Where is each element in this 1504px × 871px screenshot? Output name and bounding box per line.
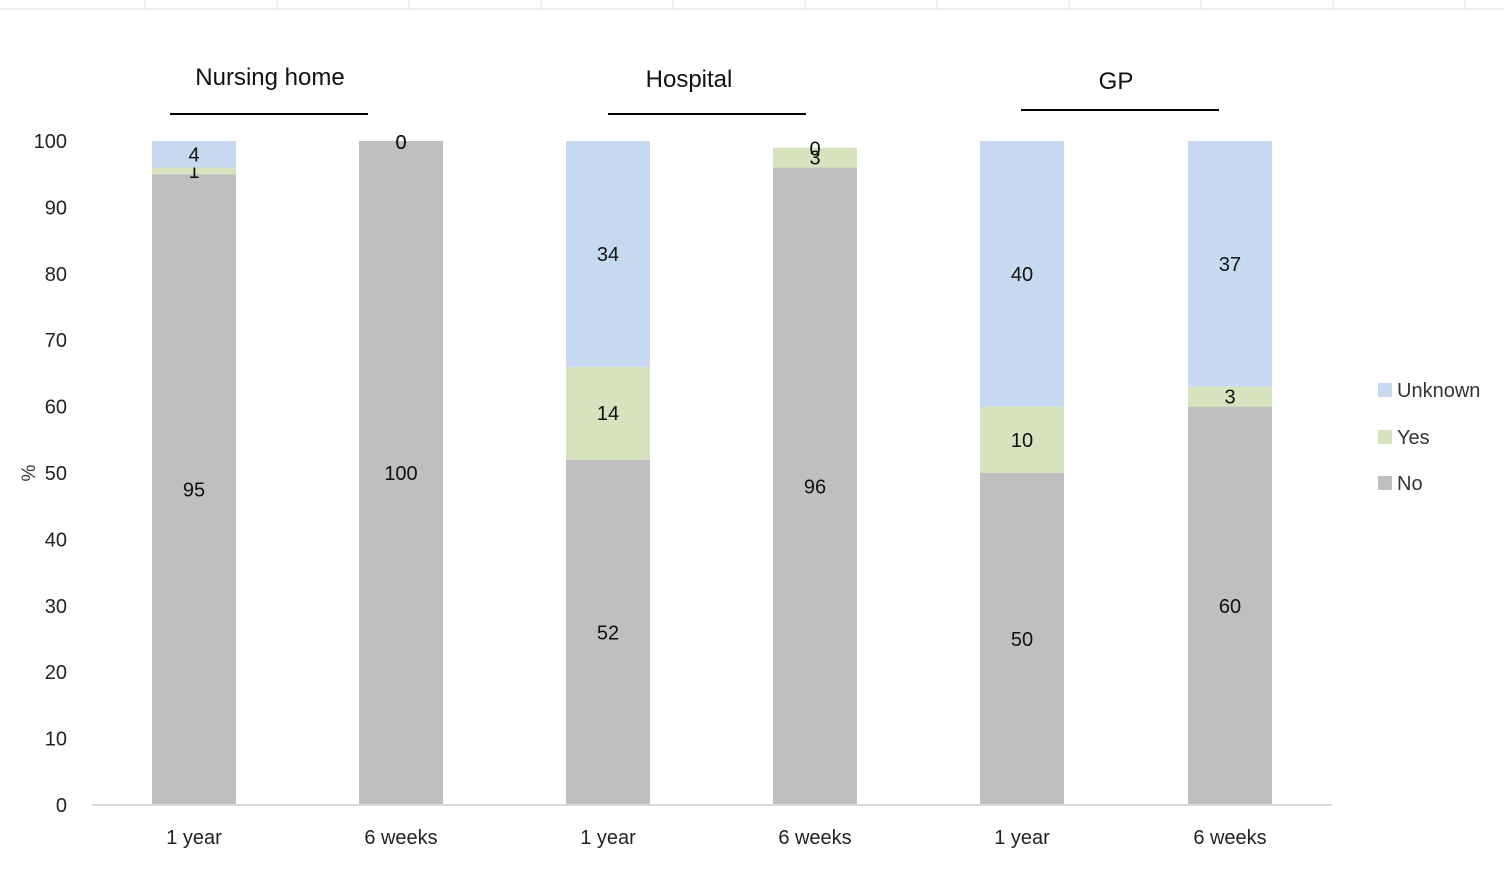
data-label-unknown: 40 [1011,264,1033,286]
group-headers: Nursing home Hospital GP [170,64,1219,115]
y-tick-label: 80 [45,264,67,286]
legend-swatch-unknown [1378,383,1392,397]
y-tick-label: 50 [45,463,67,485]
data-label-no: 100 [384,463,417,485]
bar-segment-unknown [1188,141,1272,387]
legend: Unknown Yes No [1378,380,1480,495]
data-label-no: 96 [804,476,826,498]
bar-segment-no [980,473,1064,805]
legend-label-yes: Yes [1397,427,1430,449]
x-category-label: 1 year [580,827,636,849]
group-header-label: Hospital [646,66,733,93]
bar-segment-no [1188,406,1272,805]
data-label-unknown: 37 [1219,254,1241,276]
bar-segment-yes [980,406,1064,473]
data-label-yes: 3 [809,148,820,170]
x-category-label: 1 year [994,827,1050,849]
data-label-no: 95 [183,480,205,502]
y-tick-label: 30 [45,596,67,618]
y-axis: 0 10 20 30 40 50 60 70 80 90 100% [19,131,67,817]
x-category-label: 6 weeks [778,827,851,849]
bar-segment-yes [566,366,650,460]
data-label-yes: 3 [1224,387,1235,409]
y-tick-label: 20 [45,662,67,684]
bar-segment-yes [152,167,236,175]
legend-label-no: No [1397,473,1423,495]
bar-segment-no [773,167,857,805]
data-label-yes: 14 [597,403,619,425]
bar-segment-no [359,141,443,805]
data-label-yes: 10 [1011,430,1033,452]
bar-segment-no [152,174,236,805]
y-tick-label: 10 [45,729,67,751]
y-tick-label: 70 [45,330,67,352]
y-tick-label: 60 [45,397,67,419]
group-header-label: GP [1099,68,1134,95]
bar-segment-no [566,459,650,805]
data-label-unknown: 34 [597,244,619,266]
data-label-yes: 1 [188,161,199,183]
bar-segment-unknown [980,141,1064,407]
data-label-yes: 0 [395,132,406,154]
data-label-no: 60 [1219,596,1241,618]
y-tick-label: 100 [34,131,67,153]
x-category-label: 6 weeks [1193,827,1266,849]
top-border [0,0,1504,10]
bar-segment-unknown [566,141,650,367]
x-category-label: 1 year [166,827,222,849]
legend-swatch-yes [1378,430,1392,444]
data-label-unknown: 4 [188,144,199,166]
y-tick-label: 90 [45,197,67,219]
group-header-label: Nursing home [195,64,344,91]
x-category-label: 6 weeks [364,827,437,849]
bar-segment-yes [773,147,857,168]
data-label-no: 50 [1011,629,1033,651]
y-axis-title: % [19,464,40,481]
data-label-unknown: 0 [809,139,820,161]
legend-swatch-no [1378,476,1392,490]
x-axis: 1 year 6 weeks 1 year 6 weeks 1 year 6 weeks [92,804,1332,849]
data-label-unknown: 0 [395,132,406,154]
legend-label-unknown: Unknown [1397,380,1480,402]
bar-segment-yes [1188,386,1272,407]
y-tick-label: 40 [45,529,67,551]
data-label-no: 52 [597,622,619,644]
y-tick-label: 0 [56,795,67,817]
bar-segment-unknown [152,141,236,168]
